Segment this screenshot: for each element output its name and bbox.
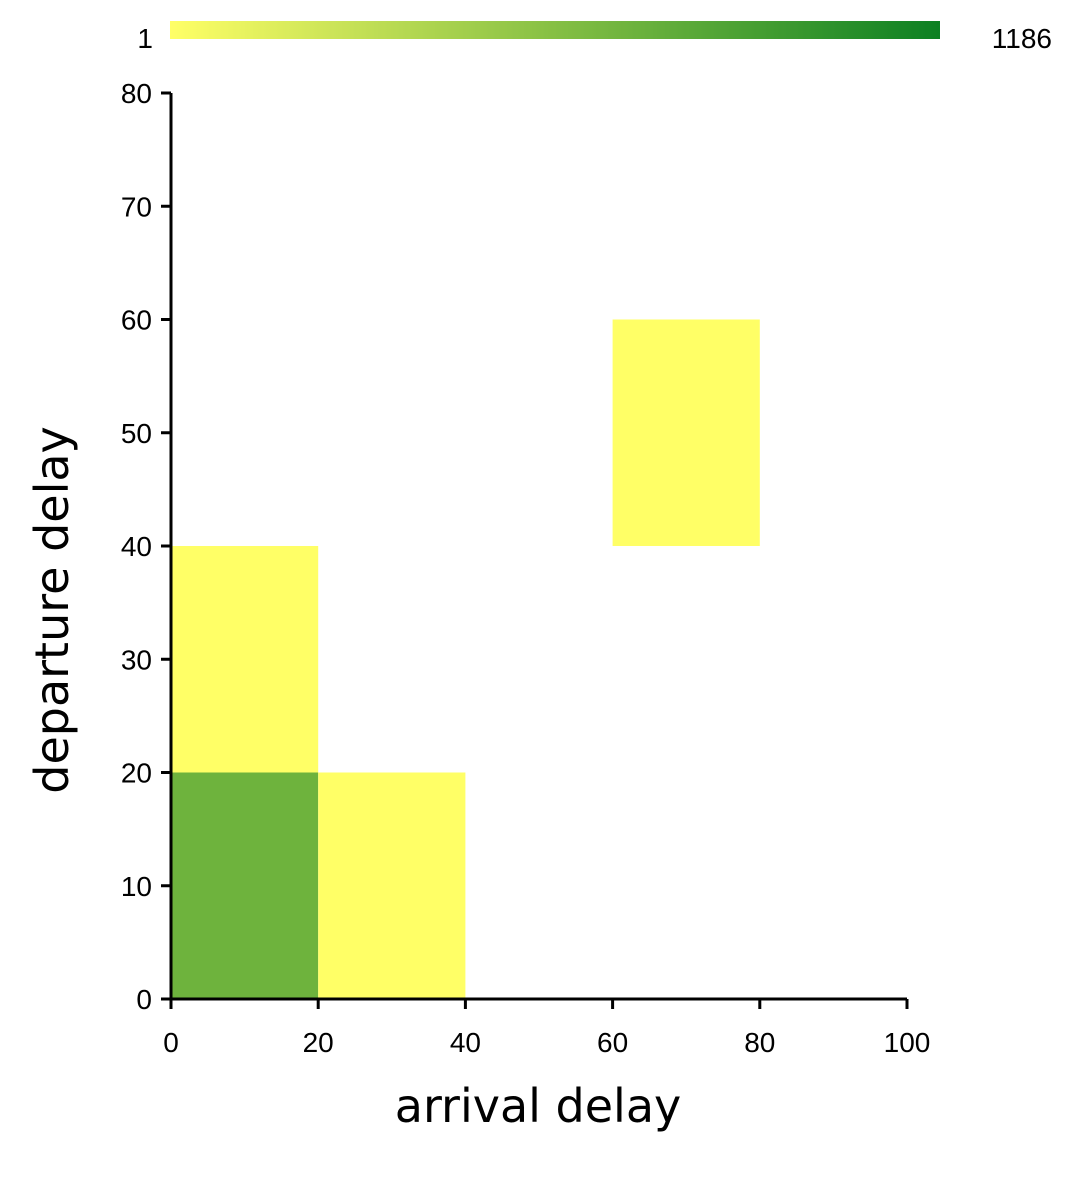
heatmap-cell xyxy=(612,319,760,546)
y-tick-label: 30 xyxy=(121,644,152,675)
x-tick-label: 100 xyxy=(884,1027,931,1058)
y-tick-label: 80 xyxy=(121,78,152,109)
y-axis-title: departure delay xyxy=(25,426,79,794)
heatmap-cell xyxy=(318,772,466,999)
y-tick-label: 0 xyxy=(136,984,152,1015)
y-tick-label: 10 xyxy=(121,871,152,902)
heatmap-cell xyxy=(171,546,319,773)
y-tick-label: 20 xyxy=(121,758,152,789)
y-tick-label: 50 xyxy=(121,418,152,449)
color-scale-min-label: 1 xyxy=(137,23,153,54)
x-axis-title: arrival delay xyxy=(395,1079,682,1133)
y-tick-label: 60 xyxy=(121,305,152,336)
color-scale-bar xyxy=(170,21,940,39)
x-tick-label: 60 xyxy=(597,1027,628,1058)
x-tick-label: 80 xyxy=(744,1027,775,1058)
heatmap-cells xyxy=(171,319,760,999)
x-tick-label: 20 xyxy=(303,1027,334,1058)
y-tick-label: 70 xyxy=(121,191,152,222)
x-tick-label: 0 xyxy=(163,1027,179,1058)
x-axis: 0 20 40 60 80 100 xyxy=(163,997,931,1058)
color-legend: 1 1186 xyxy=(137,21,1052,54)
x-tick-label: 40 xyxy=(450,1027,481,1058)
y-tick-label: 40 xyxy=(121,531,152,562)
heatmap-cell xyxy=(171,772,319,999)
y-axis: 0 10 20 30 40 50 60 70 80 xyxy=(121,78,173,1015)
color-scale-max-label: 1186 xyxy=(992,23,1052,54)
